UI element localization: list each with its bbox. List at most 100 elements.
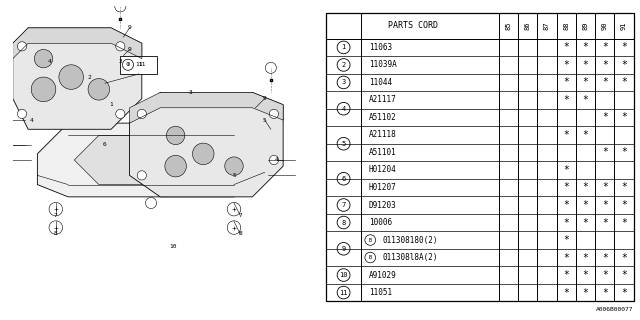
Circle shape: [193, 143, 214, 164]
Text: 11: 11: [138, 62, 145, 67]
Text: 11051: 11051: [369, 288, 392, 297]
Text: 2: 2: [88, 75, 92, 80]
Polygon shape: [37, 123, 265, 197]
Text: *: *: [582, 270, 588, 280]
Text: 4: 4: [275, 157, 279, 163]
Circle shape: [269, 156, 278, 164]
Circle shape: [266, 62, 276, 73]
Text: 10: 10: [339, 272, 348, 278]
Text: 1: 1: [109, 102, 113, 107]
Circle shape: [17, 109, 27, 118]
Text: D91203: D91203: [369, 201, 396, 210]
Text: 9: 9: [127, 25, 131, 30]
Text: 5: 5: [342, 141, 346, 147]
Circle shape: [49, 221, 63, 234]
Text: *: *: [621, 182, 627, 193]
Text: *: *: [602, 60, 608, 70]
Text: *: *: [582, 288, 588, 298]
Text: *: *: [582, 252, 588, 262]
Text: *: *: [602, 200, 608, 210]
Text: B: B: [369, 255, 372, 260]
Circle shape: [166, 126, 185, 145]
Circle shape: [35, 49, 52, 68]
Circle shape: [31, 77, 56, 102]
Circle shape: [137, 109, 147, 118]
Text: A21117: A21117: [369, 95, 396, 104]
Text: 86: 86: [525, 21, 531, 30]
Text: *: *: [582, 130, 588, 140]
Text: *: *: [582, 60, 588, 70]
Text: 8: 8: [342, 220, 346, 226]
Text: 89: 89: [582, 21, 589, 30]
Text: 6: 6: [103, 142, 107, 147]
Text: *: *: [602, 77, 608, 87]
Text: H01204: H01204: [369, 165, 396, 174]
Text: H01207: H01207: [369, 183, 396, 192]
Text: *: *: [621, 288, 627, 298]
Text: *: *: [582, 218, 588, 228]
Text: 11063: 11063: [369, 43, 392, 52]
Text: 11: 11: [339, 290, 348, 296]
Text: *: *: [582, 77, 588, 87]
Text: 3: 3: [118, 59, 122, 64]
Text: *: *: [582, 182, 588, 193]
Text: *: *: [621, 60, 627, 70]
Text: 5: 5: [232, 173, 236, 178]
Text: *: *: [563, 130, 569, 140]
Text: *: *: [621, 148, 627, 157]
Polygon shape: [129, 92, 283, 197]
Circle shape: [145, 197, 157, 209]
Polygon shape: [13, 28, 142, 59]
Text: *: *: [563, 60, 569, 70]
Text: *: *: [621, 112, 627, 123]
Text: A91029: A91029: [369, 270, 396, 280]
Text: 87: 87: [544, 21, 550, 30]
Text: *: *: [563, 182, 569, 193]
Circle shape: [165, 156, 186, 177]
Text: 4: 4: [48, 59, 52, 64]
Text: 011308l8A(2): 011308l8A(2): [383, 253, 438, 262]
Text: *: *: [563, 252, 569, 262]
Text: *: *: [621, 77, 627, 87]
Text: 10006: 10006: [369, 218, 392, 227]
Text: *: *: [621, 43, 627, 52]
Text: A51101: A51101: [369, 148, 396, 157]
Text: *: *: [563, 218, 569, 228]
Text: A006B00077: A006B00077: [596, 307, 634, 312]
Polygon shape: [129, 92, 283, 123]
Text: 3: 3: [189, 90, 193, 95]
Text: 8: 8: [54, 231, 58, 236]
Text: 11039A: 11039A: [369, 60, 396, 69]
Text: *: *: [563, 43, 569, 52]
Text: *: *: [602, 148, 608, 157]
Circle shape: [2, 116, 12, 125]
Text: 2: 2: [342, 62, 346, 68]
Text: A21118: A21118: [369, 131, 396, 140]
Circle shape: [225, 157, 243, 175]
Text: *: *: [563, 235, 569, 245]
Text: 4: 4: [342, 106, 346, 112]
Text: *: *: [563, 270, 569, 280]
Text: *: *: [563, 77, 569, 87]
Text: 11044: 11044: [369, 78, 392, 87]
Text: ⊕: ⊕: [125, 62, 131, 67]
Text: *: *: [602, 270, 608, 280]
Circle shape: [59, 65, 83, 89]
Text: 91: 91: [621, 21, 627, 30]
Circle shape: [269, 109, 278, 118]
Circle shape: [122, 59, 134, 70]
Text: 5: 5: [263, 117, 267, 123]
Circle shape: [227, 202, 241, 216]
Text: *: *: [602, 252, 608, 262]
Circle shape: [49, 202, 63, 216]
Circle shape: [116, 42, 125, 51]
Text: 4: 4: [29, 117, 33, 123]
Text: 88: 88: [563, 21, 569, 30]
Circle shape: [116, 109, 125, 118]
Text: *: *: [563, 95, 569, 105]
Text: *: *: [602, 288, 608, 298]
Text: 85: 85: [506, 21, 511, 30]
Text: *: *: [582, 200, 588, 210]
Text: 11: 11: [135, 62, 143, 67]
Text: *: *: [563, 288, 569, 298]
